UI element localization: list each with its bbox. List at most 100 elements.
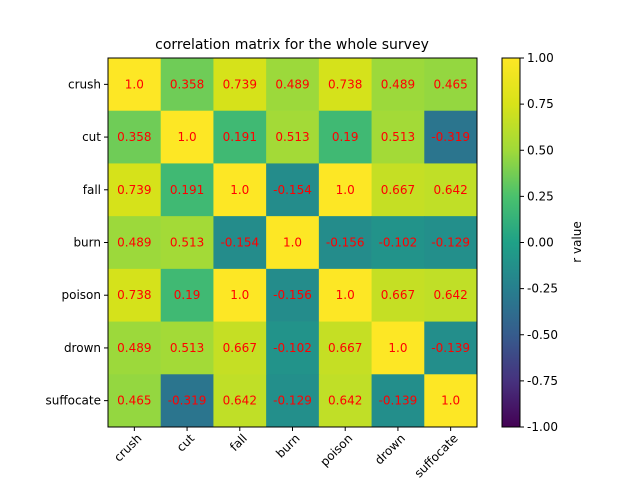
heatmap-cell xyxy=(213,216,267,270)
colorbar-tick-label: 1.00 xyxy=(527,51,554,65)
cell-value-label: -0.139 xyxy=(431,341,470,355)
heatmap-cell xyxy=(371,216,425,270)
colorbar-tick-label: 0.75 xyxy=(527,97,554,111)
x-tick-label: suffocate xyxy=(412,431,461,480)
heatmap-cell xyxy=(213,110,267,164)
y-tick-label: fall xyxy=(83,183,101,197)
heatmap-cell xyxy=(160,110,214,164)
cell-value-label: -0.156 xyxy=(273,288,312,302)
colorbar xyxy=(502,58,520,427)
cell-value-label: 0.738 xyxy=(117,288,151,302)
heatmap-cell xyxy=(424,321,478,375)
cell-value-label: 0.667 xyxy=(328,341,362,355)
cell-value-label: -0.154 xyxy=(220,236,259,250)
heatmap-cell xyxy=(266,268,320,322)
cell-value-label: 0.19 xyxy=(332,130,359,144)
heatmap-cell xyxy=(371,58,425,112)
y-tick-label: drown xyxy=(64,341,101,355)
x-tick-label: drown xyxy=(372,431,408,467)
heatmap-cells xyxy=(108,58,478,428)
y-tick-label: burn xyxy=(73,236,101,250)
x-tick-label: fall xyxy=(227,431,250,454)
cell-value-label: 0.642 xyxy=(223,394,257,408)
heatmap-cell xyxy=(424,110,478,164)
colorbar-tick-label: 0.50 xyxy=(527,143,554,157)
heatmap-cell-labels: 1.0 0.358 0.739 0.489 0.738 0.489 0.465 0.358 1.… xyxy=(117,77,470,407)
heatmap-cell xyxy=(213,58,267,112)
cell-value-label: 0.513 xyxy=(170,236,204,250)
heatmap-cell xyxy=(160,374,214,428)
heatmap-cell xyxy=(371,321,425,375)
y-tick-label: cut xyxy=(82,130,101,144)
cell-value-label: 0.513 xyxy=(170,341,204,355)
colorbar-tick-label: -0.75 xyxy=(527,374,558,388)
y-tick-label: suffocate xyxy=(45,394,101,408)
heatmap-cell xyxy=(160,268,214,322)
cell-value-label: 0.358 xyxy=(117,130,151,144)
cell-value-label: 1.0 xyxy=(441,394,460,408)
x-tick-label: poison xyxy=(318,431,356,469)
heatmap-cell xyxy=(266,374,320,428)
heatmap-cell xyxy=(318,321,372,375)
cell-value-label: 1.0 xyxy=(336,183,355,197)
cell-value-label: -0.154 xyxy=(273,183,312,197)
heatmap-cell xyxy=(318,216,372,270)
cell-value-label: 0.489 xyxy=(117,341,151,355)
heatmap-cell xyxy=(108,110,162,164)
cell-value-label: 0.191 xyxy=(170,183,204,197)
heatmap-cell xyxy=(318,374,372,428)
heatmap-cell xyxy=(266,321,320,375)
colorbar-tick-label: 0.00 xyxy=(527,236,554,250)
y-tick-label: crush xyxy=(68,77,101,91)
cell-value-label: 0.667 xyxy=(223,341,257,355)
heatmap-cell xyxy=(160,321,214,375)
heatmap-cell xyxy=(424,58,478,112)
cell-value-label: -0.129 xyxy=(273,394,312,408)
cell-value-label: 0.465 xyxy=(433,77,467,91)
heatmap-cell xyxy=(108,58,162,112)
cell-value-label: 0.513 xyxy=(381,130,415,144)
colorbar-tick-label: -0.50 xyxy=(527,328,558,342)
cell-value-label: 0.642 xyxy=(433,183,467,197)
heatmap-cell xyxy=(108,321,162,375)
cell-value-label: 0.19 xyxy=(174,288,201,302)
heatmap-cell xyxy=(318,110,372,164)
cell-value-label: 0.667 xyxy=(381,183,415,197)
heatmap-cell xyxy=(160,58,214,112)
heatmap-cell xyxy=(266,163,320,217)
heatmap-cell xyxy=(108,163,162,217)
heatmap-cell xyxy=(318,58,372,112)
cell-value-label: 0.465 xyxy=(117,394,151,408)
cell-value-label: -0.102 xyxy=(379,236,418,250)
cell-value-label: -0.156 xyxy=(326,236,365,250)
heatmap-cell xyxy=(160,163,214,217)
cell-value-label: 0.489 xyxy=(117,236,151,250)
heatmap-cell xyxy=(424,268,478,322)
heatmap-cell xyxy=(266,110,320,164)
cell-value-label: 0.738 xyxy=(328,77,362,91)
heatmap-cell xyxy=(318,163,372,217)
y-axis-ticks: crush cut fall burn poison drown suffocate xyxy=(45,77,108,408)
cell-value-label: 1.0 xyxy=(125,77,144,91)
x-tick-label: crush xyxy=(111,431,144,464)
cell-value-label: -0.319 xyxy=(431,130,470,144)
colorbar-ticks: 1.00 0.75 0.50 0.25 0.00 -0.25 -0.50 -0.75 -1.00 xyxy=(520,51,558,434)
cell-value-label: 0.358 xyxy=(170,77,204,91)
cell-value-label: 1.0 xyxy=(230,183,249,197)
cell-value-label: 0.513 xyxy=(275,130,309,144)
cell-value-label: 1.0 xyxy=(283,236,302,250)
cell-value-label: 1.0 xyxy=(336,288,355,302)
heatmap-cell xyxy=(213,321,267,375)
heatmap-cell xyxy=(371,268,425,322)
cell-value-label: 0.739 xyxy=(223,77,257,91)
heatmap-cell xyxy=(213,163,267,217)
heatmap-cell xyxy=(108,268,162,322)
y-tick-label: poison xyxy=(62,288,102,302)
heatmap-cell xyxy=(160,216,214,270)
heatmap-cell xyxy=(213,268,267,322)
cell-value-label: 0.739 xyxy=(117,183,151,197)
colorbar-tick-label: -1.00 xyxy=(527,420,558,434)
heatmap-cell xyxy=(371,374,425,428)
cell-value-label: -0.319 xyxy=(168,394,207,408)
